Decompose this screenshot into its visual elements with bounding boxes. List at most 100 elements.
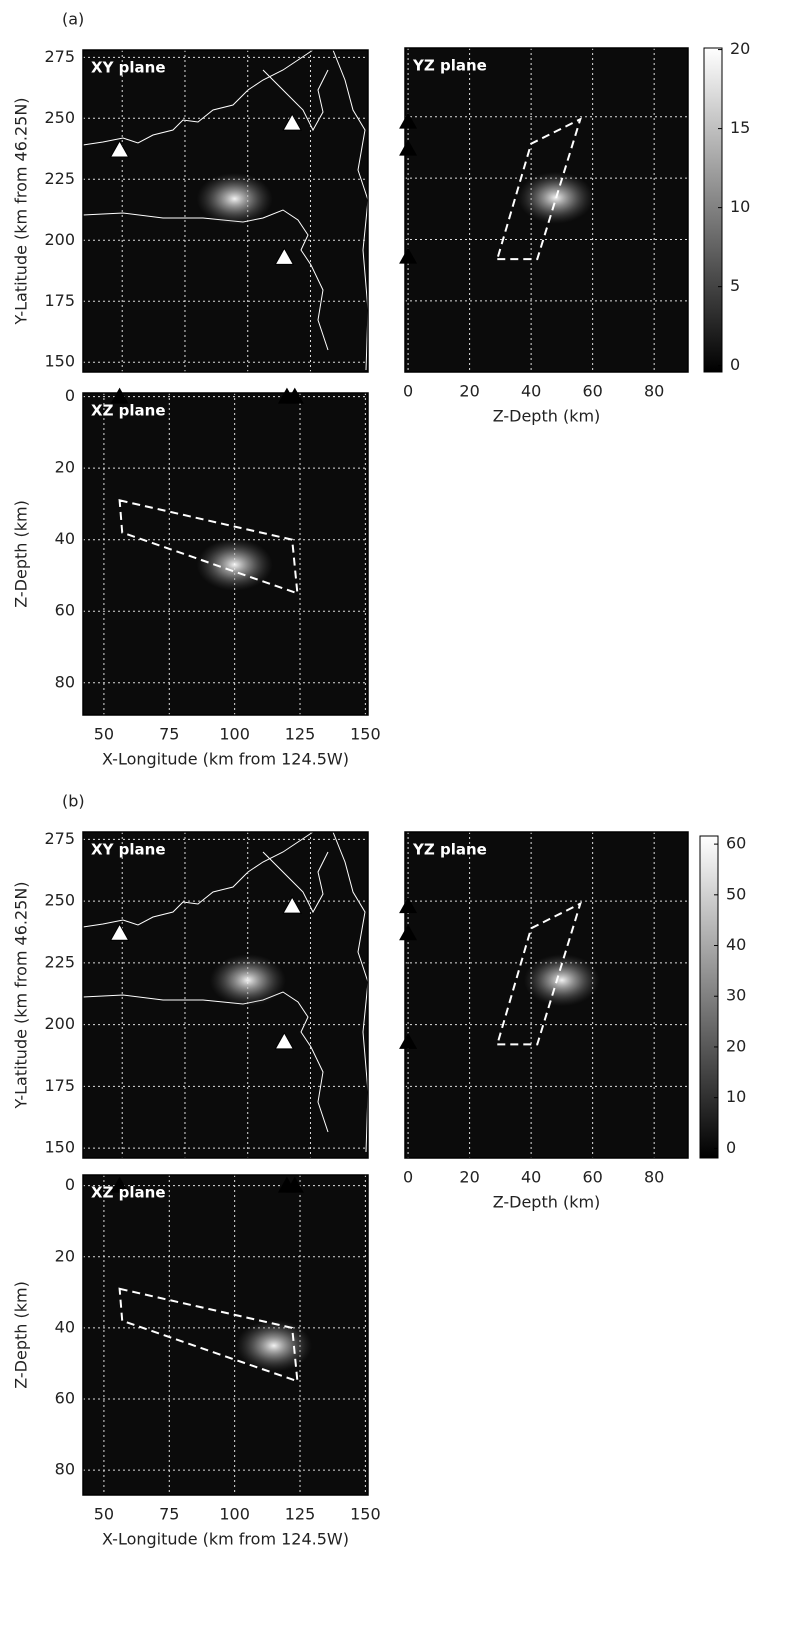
colorbar-tick-label: 50 <box>726 884 746 903</box>
colorbar-tick-label: 10 <box>730 197 750 216</box>
colorbar <box>699 835 719 1159</box>
colorbar-tick-label: 40 <box>726 935 746 954</box>
x-axis-label: Z-Depth (km) <box>493 407 601 426</box>
colorbar-tick-label: 60 <box>726 834 746 853</box>
fault-outline <box>118 1287 299 1383</box>
x-tick-label: 0 <box>403 382 413 401</box>
panel-label: (a) <box>62 10 84 29</box>
plot-area <box>82 1174 369 1496</box>
x-tick-label: 50 <box>94 1505 114 1524</box>
station <box>282 896 303 914</box>
colorbar-tick-label: 0 <box>726 1138 736 1157</box>
y-tick-label: 225 <box>44 169 75 188</box>
x-tick-label: 150 <box>350 1505 381 1524</box>
y-tick-label: 250 <box>44 891 75 910</box>
x-tick-label: 40 <box>521 1168 541 1187</box>
x-tick-label: 60 <box>582 382 602 401</box>
y-tick-label: 200 <box>44 1014 75 1033</box>
station <box>109 139 130 158</box>
coastline <box>82 49 369 371</box>
x-tick-label: 40 <box>521 382 541 401</box>
y-axis-label: Y-Latitude (km from 46.25N) <box>12 97 31 325</box>
y-tick-label: 40 <box>55 529 75 548</box>
y-tick-label: 175 <box>44 291 75 310</box>
coastline <box>82 831 369 1153</box>
y-tick-label: 150 <box>44 1138 75 1157</box>
x-tick-label: 20 <box>459 382 479 401</box>
colorbar-tick-label: 20 <box>726 1036 746 1055</box>
x-tick-label: 80 <box>644 382 664 401</box>
hotspot <box>209 954 286 1007</box>
station <box>282 113 303 131</box>
station <box>399 924 418 941</box>
station <box>399 139 418 156</box>
panel-title: XZ plane <box>91 402 166 420</box>
station <box>274 247 295 265</box>
x-tick-label: 80 <box>644 1168 664 1187</box>
station <box>285 387 304 404</box>
colorbar-tick-label: 20 <box>730 39 750 58</box>
y-tick-label: 40 <box>55 1317 75 1336</box>
y-tick-label: 80 <box>55 1460 75 1479</box>
plot-frame <box>82 1174 369 1496</box>
station <box>399 897 418 914</box>
y-axis-label: Z-Depth (km) <box>12 500 31 608</box>
y-tick-label: 20 <box>55 1246 75 1265</box>
station <box>110 387 129 404</box>
panel-label: (b) <box>62 792 85 811</box>
y-tick-label: 275 <box>44 829 75 848</box>
x-tick-label: 0 <box>403 1168 413 1187</box>
y-tick-label: 225 <box>44 952 75 971</box>
hotspot <box>235 1319 312 1372</box>
y-tick-label: 80 <box>55 672 75 691</box>
hotspot <box>196 538 273 591</box>
plot-frame <box>404 47 689 373</box>
y-tick-label: 200 <box>44 230 75 249</box>
plot-frame <box>82 831 369 1159</box>
station <box>285 1176 304 1193</box>
y-tick-label: 60 <box>55 1389 75 1408</box>
colorbar <box>703 47 723 373</box>
station <box>274 1031 295 1050</box>
x-tick-label: 75 <box>159 1505 179 1524</box>
plot-frame <box>404 831 689 1159</box>
colorbar-tick-label: 15 <box>730 118 750 137</box>
x-tick-label: 50 <box>94 725 114 744</box>
fault-outline <box>495 117 582 261</box>
x-tick-label: 75 <box>159 725 179 744</box>
colorbar-tick-label: 0 <box>730 355 740 374</box>
station <box>399 112 418 129</box>
x-tick-label: 60 <box>582 1168 602 1187</box>
station <box>109 923 130 941</box>
y-tick-label: 150 <box>44 352 75 371</box>
x-tick-label: 125 <box>285 725 316 744</box>
panel-title: XY plane <box>91 59 166 77</box>
station <box>110 1176 129 1193</box>
panel-title: YZ plane <box>412 841 487 859</box>
hotspot <box>196 172 273 225</box>
panel-title: XZ plane <box>91 1184 166 1202</box>
fault-outline <box>118 499 299 595</box>
x-tick-label: 150 <box>350 725 381 744</box>
station <box>399 247 418 264</box>
x-tick-label: 100 <box>219 725 250 744</box>
y-axis-label: Y-Latitude (km from 46.25N) <box>12 881 31 1109</box>
plot-frame <box>82 392 369 716</box>
x-axis-label: X-Longitude (km from 124.5W) <box>102 750 349 769</box>
y-tick-label: 20 <box>55 458 75 477</box>
fault-outline <box>495 901 582 1046</box>
x-tick-label: 125 <box>285 1505 316 1524</box>
station <box>399 1032 418 1049</box>
y-tick-label: 250 <box>44 108 75 127</box>
plot-frame <box>82 49 369 373</box>
y-axis-label: Z-Depth (km) <box>12 1281 31 1389</box>
colorbar-tick-label: 10 <box>726 1087 746 1106</box>
x-axis-label: X-Longitude (km from 124.5W) <box>102 1530 349 1549</box>
panel-title: XY plane <box>91 841 166 859</box>
y-tick-label: 275 <box>44 47 75 66</box>
colorbar-tick-label: 30 <box>726 986 746 1005</box>
y-tick-label: 0 <box>65 386 75 405</box>
x-axis-label: Z-Depth (km) <box>493 1193 601 1212</box>
y-tick-label: 60 <box>55 601 75 620</box>
